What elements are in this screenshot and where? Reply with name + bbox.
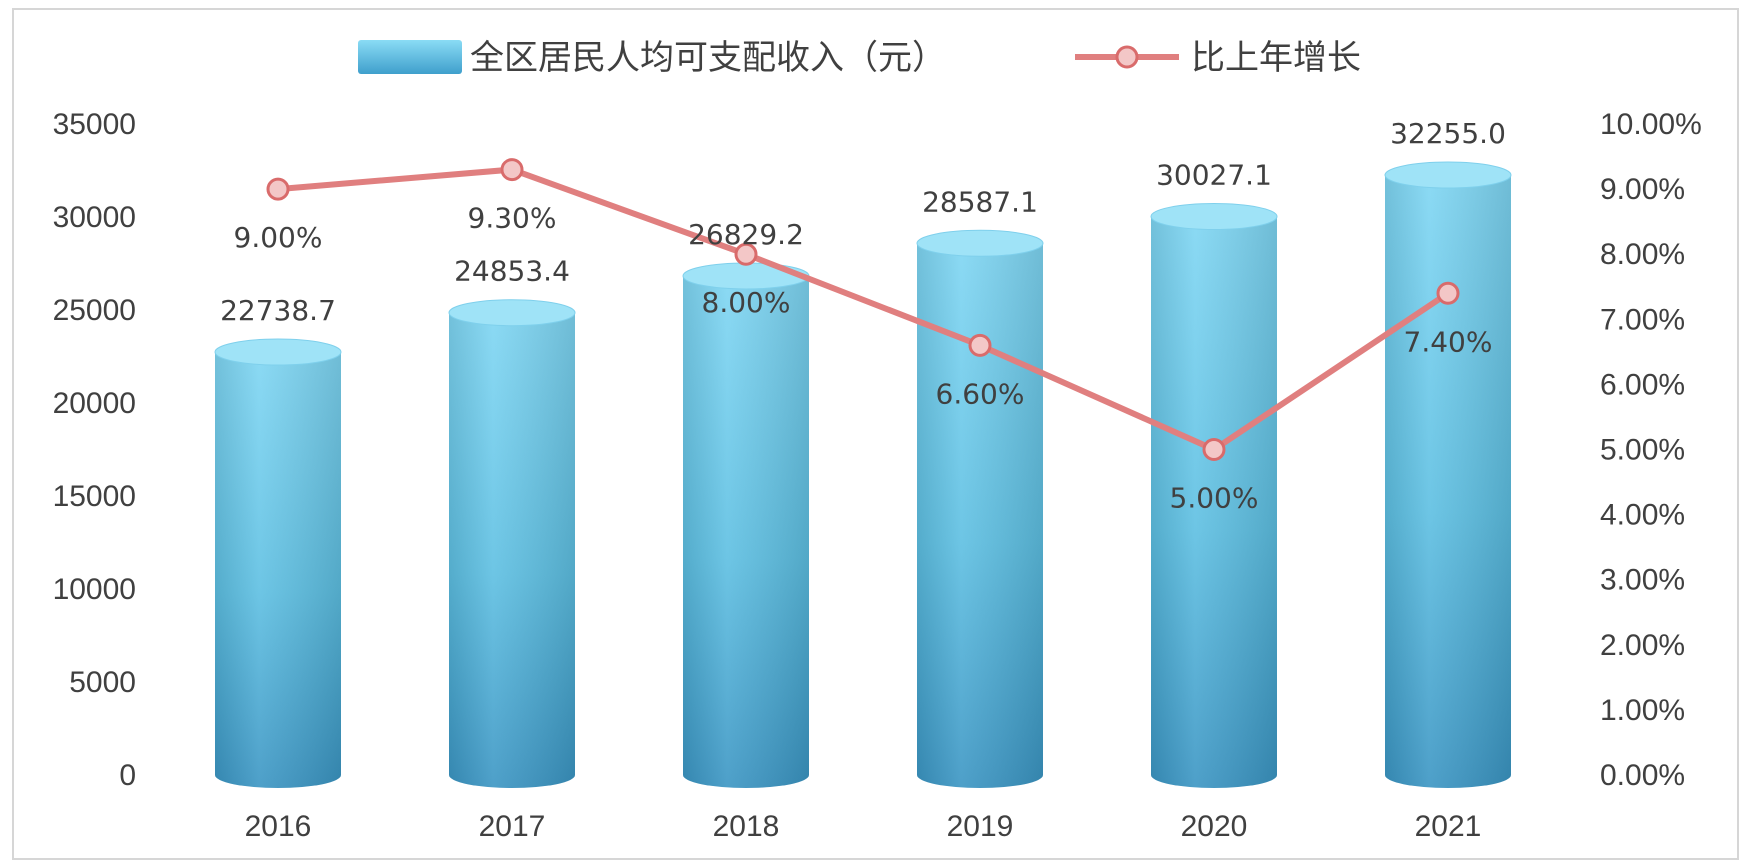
right-tick-label: 3.00%: [1600, 564, 1685, 597]
income-bar-top: [214, 338, 342, 366]
growth-labels: 9.00% 9.30% 8.00% 6.60% 5.00% 7.40%: [234, 202, 1493, 515]
income-bar-top: [682, 262, 810, 290]
income-bar-shade: [215, 352, 341, 788]
growth-value-label: 8.00%: [702, 286, 791, 319]
x-tick-label: 2019: [947, 810, 1014, 843]
income-bar-top: [1384, 161, 1512, 189]
income-bar-top: [916, 229, 1044, 257]
left-tick-label: 15000: [53, 480, 136, 513]
right-tick-label: 5.00%: [1600, 434, 1685, 467]
right-tick-label: 7.00%: [1600, 303, 1685, 336]
legend-marker-growth: [1115, 45, 1139, 69]
income-bar-shade: [683, 275, 809, 788]
x-tick-label: 2021: [1415, 810, 1482, 843]
income-bars: [214, 161, 1512, 789]
x-tick-label: 2018: [713, 810, 780, 843]
growth-line: [266, 158, 1460, 461]
income-bar-shade: [917, 243, 1043, 789]
growth-value-label: 6.60%: [936, 377, 1025, 410]
growth-value-label: 9.30%: [468, 202, 557, 235]
legend-label-income: 全区居民人均可支配收入（元）: [470, 38, 946, 78]
right-tick-label: 0.00%: [1600, 759, 1685, 792]
growth-value-label: 5.00%: [1170, 482, 1259, 515]
income-value-label: 30027.1: [1156, 158, 1272, 191]
left-tick-label: 10000: [53, 573, 136, 606]
income-value-label: 26829.2: [688, 218, 804, 251]
income-bar-top: [448, 299, 576, 327]
income-bar-shade: [449, 312, 575, 788]
right-tick-label: 4.00%: [1600, 499, 1685, 532]
right-tick-label: 8.00%: [1600, 238, 1685, 271]
right-tick-label: 10.00%: [1600, 108, 1702, 141]
growth-marker: [266, 177, 290, 201]
growth-line-path: [277, 166, 1450, 453]
growth-marker: [500, 158, 524, 182]
income-bar-shade: [1385, 175, 1511, 788]
income-labels: 22738.7 24853.4 26829.2 28587.1 30027.1 32255…: [220, 117, 1506, 327]
income-value-label: 32255.0: [1390, 117, 1506, 150]
left-tick-label: 20000: [53, 387, 136, 420]
legend: 全区居民人均可支配收入（元） 比上年增长: [358, 38, 1361, 78]
growth-value-label: 9.00%: [234, 221, 323, 254]
x-axis: 2016 2017 2018 2019 2020 2021: [245, 810, 1482, 843]
growth-marker: [734, 242, 758, 266]
x-tick-label: 2016: [245, 810, 312, 843]
x-tick-label: 2020: [1181, 810, 1248, 843]
left-tick-label: 25000: [53, 294, 136, 327]
right-tick-label: 2.00%: [1600, 629, 1685, 662]
right-axis: 0.00% 1.00% 2.00% 3.00% 4.00% 5.00% 6.00% 7.00%…: [1600, 108, 1702, 792]
income-value-label: 28587.1: [922, 185, 1038, 218]
income-bar-top: [1150, 202, 1278, 230]
legend-label-growth: 比上年增长: [1191, 38, 1361, 78]
left-tick-label: 5000: [69, 666, 136, 699]
legend-swatch-income: [358, 40, 462, 74]
growth-marker: [968, 333, 992, 357]
income-value-label: 24853.4: [454, 255, 570, 288]
left-tick-label: 0: [119, 759, 136, 792]
growth-marker: [1202, 438, 1226, 461]
growth-marker: [1436, 281, 1460, 305]
right-tick-label: 9.00%: [1600, 173, 1685, 206]
left-tick-label: 35000: [53, 108, 136, 141]
left-tick-label: 30000: [53, 201, 136, 234]
income-bar-shade: [1151, 216, 1277, 788]
x-tick-label: 2017: [479, 810, 546, 843]
growth-value-label: 7.40%: [1404, 325, 1493, 358]
right-tick-label: 1.00%: [1600, 694, 1685, 727]
left-axis: 0 5000 10000 15000 20000 25000 30000 35000: [53, 108, 136, 792]
right-tick-label: 6.00%: [1600, 368, 1685, 401]
income-value-label: 22738.7: [220, 294, 336, 327]
